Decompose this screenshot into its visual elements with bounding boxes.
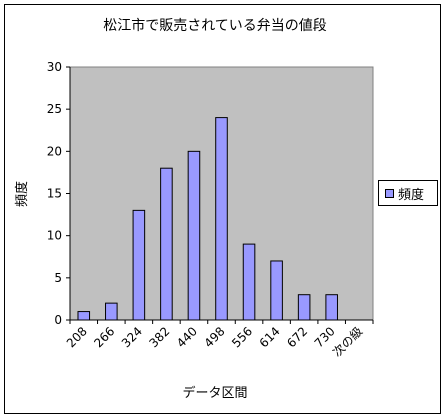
- bar: [215, 117, 228, 321]
- y-tick-label: 15: [47, 187, 62, 201]
- bar: [325, 294, 338, 321]
- legend-swatch: [385, 188, 394, 198]
- legend-label: 頻度: [398, 187, 425, 203]
- y-tick-label: 20: [47, 144, 62, 158]
- x-tick-label: 556: [229, 324, 255, 350]
- x-axis-label: データ区間: [182, 385, 247, 401]
- bar: [160, 167, 173, 321]
- x-tick-label: 324: [119, 324, 145, 350]
- legend: 頻度: [378, 180, 438, 206]
- x-tick-label: 次の級: [330, 324, 365, 359]
- bars: [77, 117, 338, 321]
- x-tick-label: 672: [284, 324, 310, 350]
- y-tick-label: 30: [47, 60, 62, 74]
- x-tick-label: 498: [202, 324, 228, 350]
- bar: [297, 294, 311, 321]
- x-tick-label: 382: [146, 324, 172, 350]
- bar: [187, 150, 201, 321]
- y-axis: 0 5 10 15 20 25 30: [47, 60, 71, 327]
- chart-title: 松江市で販売されている弁当の値段: [103, 17, 327, 34]
- x-tick-label: 208: [64, 324, 90, 350]
- bar: [132, 209, 146, 321]
- y-tick-label: 0: [54, 313, 62, 327]
- bar: [242, 243, 256, 321]
- y-tick-label: 10: [47, 229, 62, 243]
- bar: [77, 311, 91, 321]
- y-tick-label: 25: [47, 102, 62, 116]
- y-tick-label: 5: [54, 271, 62, 285]
- x-tick-label: 266: [91, 324, 117, 350]
- y-axis-label: 頻度: [14, 181, 30, 207]
- x-tick-label: 440: [174, 324, 200, 350]
- x-tick-label: 614: [257, 324, 283, 350]
- bar: [105, 302, 118, 321]
- bar: [270, 260, 283, 321]
